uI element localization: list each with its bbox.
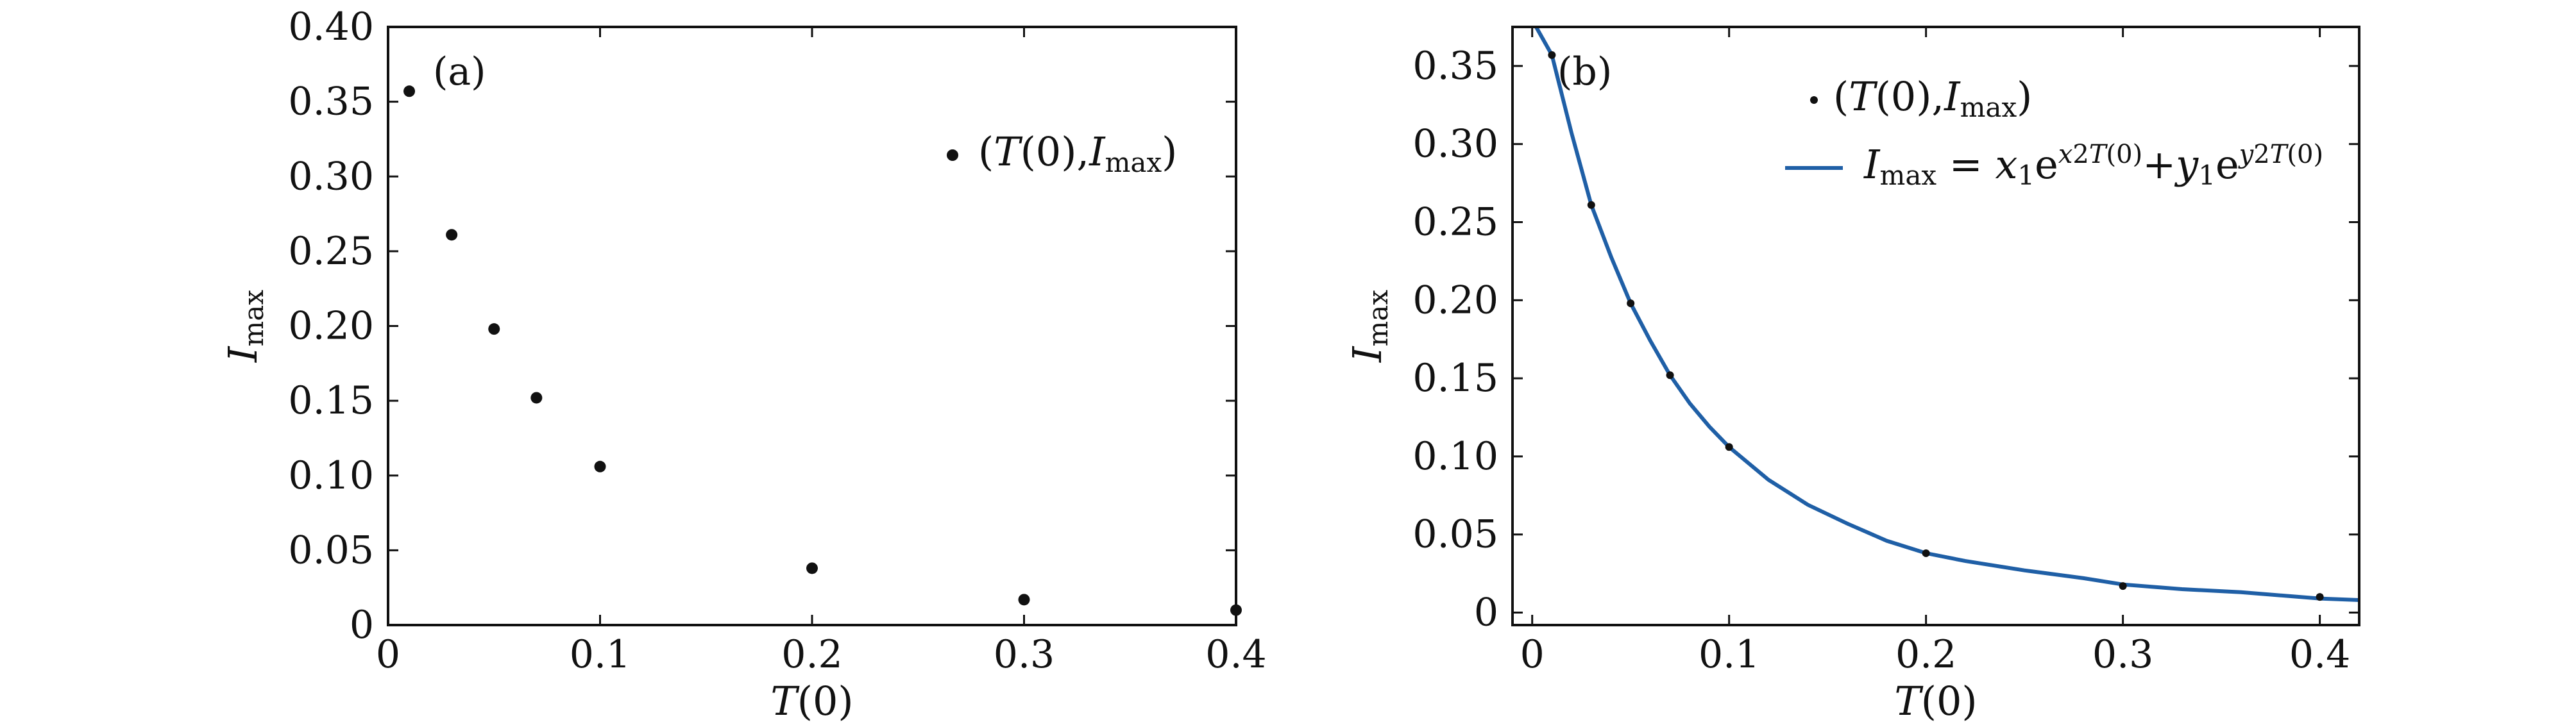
data-point xyxy=(488,323,500,335)
x-tick-label: 0.4 xyxy=(2289,632,2350,677)
panel-a-y-axis-label: Imax xyxy=(219,290,269,363)
data-point xyxy=(1587,201,1595,209)
x-tick-label: 0.3 xyxy=(994,632,1055,677)
panel-a-x-axis-label: T(0) xyxy=(770,678,853,724)
y-tick-label: 0 xyxy=(1474,590,1498,635)
panel-a-tick-labels: 0 0.1 0.2 0.3 0.400.050.100.150.200.250.300.… xyxy=(288,4,1266,677)
x-tick-label: 0.4 xyxy=(1205,632,1266,677)
y-tick-label: 0.30 xyxy=(288,154,374,199)
y-tick-label: 0.10 xyxy=(288,453,374,498)
panel-a-points xyxy=(403,85,1242,616)
panel-a-legend: (T(0),Imax) xyxy=(947,128,1177,178)
data-point xyxy=(806,562,818,574)
data-point xyxy=(1922,549,1930,557)
y-tick-label: 0.25 xyxy=(288,229,374,274)
panel-b-legend-curve-label: Imax = x1ex2T(0)+y1ey2T(0) xyxy=(1863,140,2323,191)
y-tick-label: 0.20 xyxy=(288,304,374,349)
data-point xyxy=(1666,371,1674,380)
panel-b-x-axis-label: T(0) xyxy=(1894,678,1977,724)
data-point xyxy=(403,85,416,97)
panel-a-label: (a) xyxy=(433,49,486,94)
x-tick-label: 0.2 xyxy=(1895,632,1956,677)
y-tick-label: 0 xyxy=(350,603,374,648)
x-tick-label: 0.1 xyxy=(1699,632,1759,677)
y-tick-label: 0.40 xyxy=(288,4,374,49)
panel-a-ticks xyxy=(387,26,1237,626)
y-tick-label: 0.05 xyxy=(1412,512,1498,557)
y-tick-label: 0.15 xyxy=(288,378,374,423)
data-point xyxy=(1018,594,1030,606)
y-tick-label: 0.05 xyxy=(288,528,374,572)
data-point xyxy=(530,392,543,404)
panel-b-chart: 0 0.1 0.2 0.3 0.4 0 0.05 0.10 0.15 0.20 0.25 0.30 0.… xyxy=(1344,26,2360,724)
panel-b-points xyxy=(1548,51,2324,601)
panel-a-legend-marker xyxy=(947,149,958,161)
data-point xyxy=(1548,51,1556,59)
panel-b-tick-labels: 0 0.1 0.2 0.3 0.4 0 0.05 0.10 0.15 0.20 0.25 0.30 0.… xyxy=(1412,44,2350,677)
panel-b-y-axis-label: Imax xyxy=(1344,290,1394,363)
y-tick-label: 0.15 xyxy=(1412,356,1498,401)
panel-b-fit-curve xyxy=(1534,27,2359,602)
x-tick-label: 0.2 xyxy=(781,632,842,677)
y-tick-label: 0.35 xyxy=(288,79,374,124)
y-tick-label: 0.20 xyxy=(1412,278,1498,322)
panel-a-legend-label: (T(0),Imax) xyxy=(978,128,1177,178)
panel-b-legend-points-label: (T(0),Imax) xyxy=(1833,73,2032,123)
data-point xyxy=(2316,593,2324,601)
panel-b-legend: (T(0),Imax) Imax = x1ex2T(0)+y1ey2T(0) xyxy=(1785,73,2323,191)
x-tick-label: 0 xyxy=(376,632,400,677)
panel-b-legend-marker xyxy=(1810,96,1818,104)
y-tick-label: 0.10 xyxy=(1412,434,1498,479)
y-tick-label: 0.25 xyxy=(1412,200,1498,245)
x-tick-label: 0 xyxy=(1520,632,1545,677)
y-tick-label: 0.35 xyxy=(1412,44,1498,88)
panel-b-label: (b) xyxy=(1557,49,1612,94)
panel-b-ticks xyxy=(1513,27,2359,625)
x-tick-label: 0.3 xyxy=(2092,632,2153,677)
panel-b-frame xyxy=(1511,26,2360,626)
panel-a-frame xyxy=(387,26,1237,626)
x-tick-label: 0.1 xyxy=(570,632,631,677)
data-point xyxy=(1627,299,1635,308)
panel-a-chart: 0 0.1 0.2 0.3 0.400.050.100.150.200.250.300.… xyxy=(219,4,1267,724)
y-tick-label: 0.30 xyxy=(1412,122,1498,167)
data-point xyxy=(594,460,606,472)
data-point xyxy=(2119,582,2127,590)
data-point xyxy=(446,229,458,241)
data-point xyxy=(1725,443,1733,451)
